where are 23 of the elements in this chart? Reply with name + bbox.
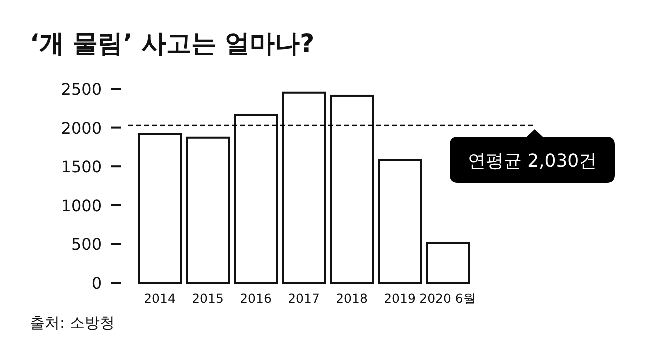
x-tick-label: 2017 — [288, 291, 320, 306]
x-tick-label: 2020 6월 — [420, 291, 476, 306]
source-note: 출처: 소방청 — [30, 314, 115, 332]
x-tick-label: 2015 — [192, 291, 224, 306]
bar — [282, 92, 326, 284]
x-tick-label: 2018 — [336, 291, 368, 306]
bar — [378, 159, 422, 284]
bar — [234, 114, 278, 284]
x-tick-label: 2014 — [144, 291, 176, 306]
y-tick-label: 0 — [92, 274, 102, 293]
y-tick-label: 1000 — [61, 196, 102, 216]
y-tick-label: 2000 — [61, 118, 102, 138]
x-tick-label: 2016 — [240, 291, 272, 306]
y-tick-label: 2500 — [61, 80, 102, 99]
y-tick-label: 500 — [71, 235, 102, 254]
ref-line-label: 연평균 2,030건 — [468, 151, 598, 172]
chart-title: ‘개 물림’ 사고는 얼마나? — [30, 29, 315, 58]
bar — [186, 136, 230, 284]
bar — [426, 242, 470, 284]
bar — [330, 94, 374, 284]
bar — [138, 133, 182, 284]
y-tick-label: 1500 — [61, 158, 102, 177]
x-tick-label: 2019 — [384, 291, 416, 306]
